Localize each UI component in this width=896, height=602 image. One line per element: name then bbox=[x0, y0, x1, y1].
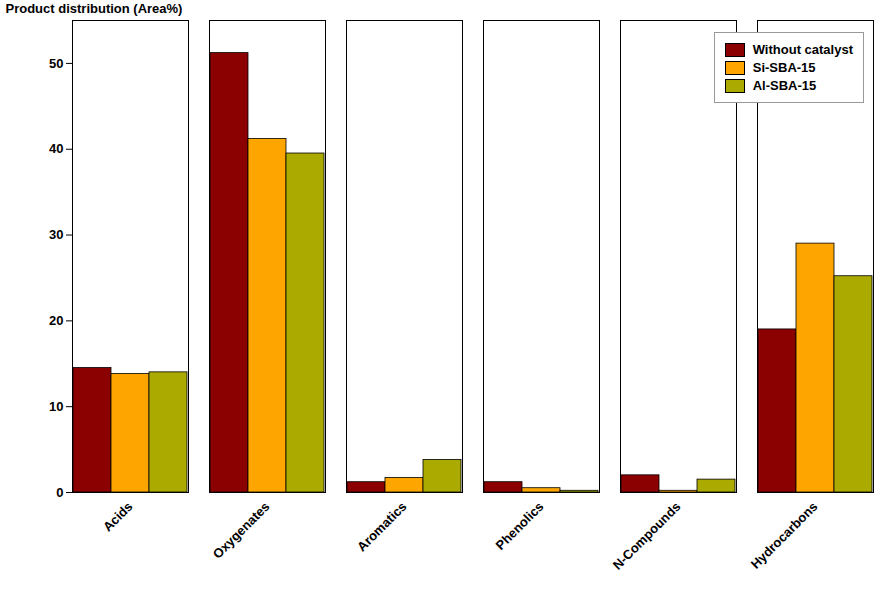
svg-text:30: 30 bbox=[49, 227, 63, 242]
svg-text:20: 20 bbox=[49, 313, 63, 328]
svg-text:Aromatics: Aromatics bbox=[354, 499, 410, 555]
svg-text:10: 10 bbox=[49, 399, 63, 414]
svg-text:Product distribution (Area%): Product distribution (Area%) bbox=[6, 1, 183, 16]
html-text:Si-SBA-15: Si-SBA-15 bbox=[752, 60, 816, 75]
svg-text:0: 0 bbox=[56, 485, 63, 500]
svg-text:Oxygenates: Oxygenates bbox=[210, 499, 273, 562]
html-text:Without catalyst: Without catalyst bbox=[752, 42, 853, 57]
svg-text:N-Compounds: N-Compounds bbox=[610, 499, 684, 573]
html-text:Al-SBA-15: Al-SBA-15 bbox=[752, 78, 817, 93]
svg-text:Phenolics: Phenolics bbox=[493, 499, 547, 553]
svg-text:50: 50 bbox=[49, 56, 63, 71]
svg-text:40: 40 bbox=[49, 141, 63, 156]
svg-text:Hydrocarbons: Hydrocarbons bbox=[748, 499, 821, 572]
svg-text:Acids: Acids bbox=[100, 499, 136, 535]
